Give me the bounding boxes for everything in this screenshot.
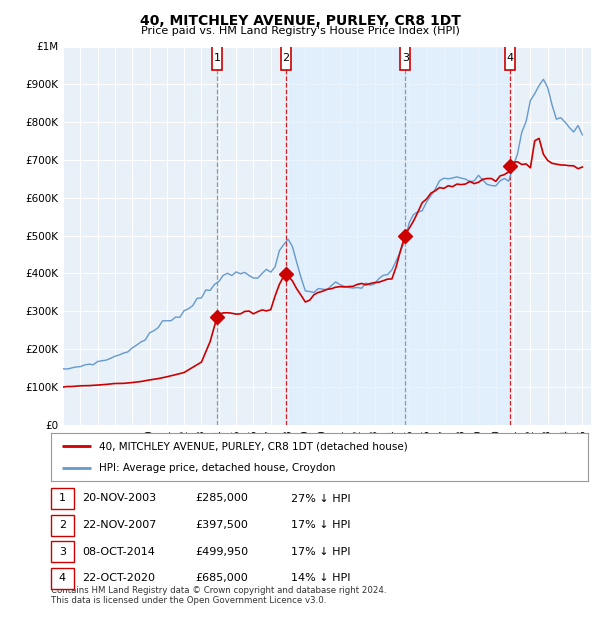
Text: £499,950: £499,950 xyxy=(195,547,248,557)
Text: 1: 1 xyxy=(214,53,220,63)
Text: 22-OCT-2020: 22-OCT-2020 xyxy=(82,574,155,583)
Bar xyxy=(286,46,510,425)
Text: 17% ↓ HPI: 17% ↓ HPI xyxy=(291,520,350,530)
Text: £285,000: £285,000 xyxy=(195,494,248,503)
Text: £685,000: £685,000 xyxy=(195,574,248,583)
Text: 40, MITCHLEY AVENUE, PURLEY, CR8 1DT: 40, MITCHLEY AVENUE, PURLEY, CR8 1DT xyxy=(140,14,460,28)
Text: 14% ↓ HPI: 14% ↓ HPI xyxy=(291,574,350,583)
Text: 22-NOV-2007: 22-NOV-2007 xyxy=(82,520,157,530)
Text: 3: 3 xyxy=(402,53,409,63)
Text: 1: 1 xyxy=(59,494,66,503)
Text: 2: 2 xyxy=(283,53,290,63)
Text: 4: 4 xyxy=(59,574,66,583)
FancyBboxPatch shape xyxy=(400,45,410,70)
Text: 17% ↓ HPI: 17% ↓ HPI xyxy=(291,547,350,557)
Text: 20-NOV-2003: 20-NOV-2003 xyxy=(82,494,157,503)
Text: 3: 3 xyxy=(59,547,66,557)
Text: 08-OCT-2014: 08-OCT-2014 xyxy=(82,547,155,557)
FancyBboxPatch shape xyxy=(281,45,291,70)
FancyBboxPatch shape xyxy=(212,45,221,70)
Text: HPI: Average price, detached house, Croydon: HPI: Average price, detached house, Croy… xyxy=(100,463,336,473)
Text: 40, MITCHLEY AVENUE, PURLEY, CR8 1DT (detached house): 40, MITCHLEY AVENUE, PURLEY, CR8 1DT (de… xyxy=(100,441,408,451)
Text: Contains HM Land Registry data © Crown copyright and database right 2024.
This d: Contains HM Land Registry data © Crown c… xyxy=(51,586,386,605)
Text: Price paid vs. HM Land Registry's House Price Index (HPI): Price paid vs. HM Land Registry's House … xyxy=(140,26,460,36)
Text: 4: 4 xyxy=(506,53,514,63)
Text: £397,500: £397,500 xyxy=(195,520,248,530)
Text: 27% ↓ HPI: 27% ↓ HPI xyxy=(291,494,350,503)
FancyBboxPatch shape xyxy=(505,45,515,70)
Text: 2: 2 xyxy=(59,520,66,530)
